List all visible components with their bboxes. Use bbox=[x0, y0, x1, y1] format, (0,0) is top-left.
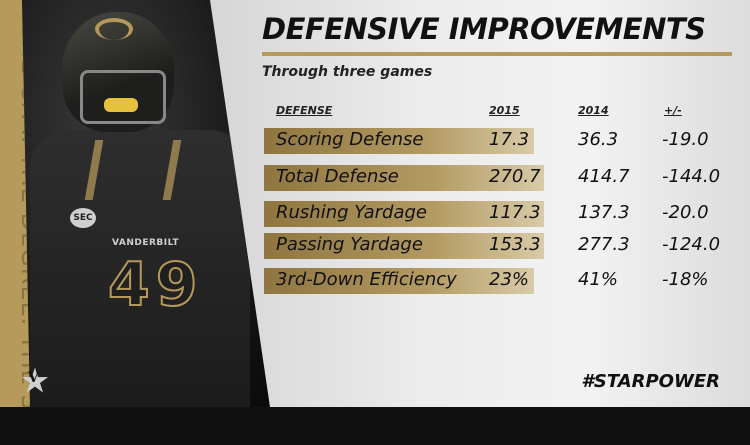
table-row: 3rd-Down Efficiency 23% 41% -18% bbox=[264, 266, 734, 294]
row-bar bbox=[264, 233, 544, 259]
row-2014: 414.7 bbox=[578, 166, 630, 187]
row-bar bbox=[264, 128, 534, 154]
row-bar bbox=[264, 165, 544, 191]
table-row: Scoring Defense 17.3 36.3 -19.0 bbox=[264, 126, 734, 154]
row-diff: -20.0 bbox=[662, 202, 709, 223]
mouthguard bbox=[104, 98, 138, 112]
row-diff: -18% bbox=[662, 269, 709, 290]
jersey-wordmark: VANDERBILT bbox=[112, 238, 179, 248]
col-header-2014: 2014 bbox=[578, 104, 609, 117]
row-bar bbox=[264, 201, 544, 227]
jersey-number: 49 bbox=[107, 249, 204, 321]
table-row: Passing Yardage 153.3 277.3 -124.0 bbox=[264, 231, 734, 259]
row-label: Total Defense bbox=[276, 166, 399, 187]
row-label: Scoring Defense bbox=[276, 129, 424, 150]
sec-badge: SEC bbox=[70, 208, 96, 228]
v-logo-icon: V bbox=[28, 370, 39, 386]
facemask bbox=[80, 70, 166, 124]
row-diff: -19.0 bbox=[662, 129, 709, 150]
hashtag: #STARPOWER bbox=[581, 371, 720, 392]
star-logo-icon: ★ bbox=[21, 364, 49, 399]
row-2015: 17.3 bbox=[489, 129, 530, 150]
row-diff: -124.0 bbox=[662, 234, 721, 255]
table-row: Total Defense 270.7 414.7 -144.0 bbox=[264, 163, 734, 191]
player-jersey bbox=[30, 130, 250, 407]
row-2015: 117.3 bbox=[489, 202, 541, 223]
row-2014: 36.3 bbox=[578, 129, 619, 150]
table-row: Rushing Yardage 117.3 137.3 -20.0 bbox=[264, 199, 734, 227]
row-2015: 23% bbox=[489, 269, 530, 290]
col-header-defense: DEFENSE bbox=[276, 104, 333, 117]
page-subtitle: Through three games bbox=[262, 64, 433, 80]
col-header-diff: +/- bbox=[664, 104, 682, 117]
row-label: Rushing Yardage bbox=[276, 202, 427, 223]
row-2014: 41% bbox=[578, 269, 619, 290]
col-header-2015: 2015 bbox=[489, 104, 520, 117]
jersey-stripe bbox=[84, 140, 182, 200]
row-bar bbox=[264, 268, 534, 294]
row-2015: 153.3 bbox=[489, 234, 541, 255]
row-2014: 277.3 bbox=[578, 234, 630, 255]
row-label: Passing Yardage bbox=[276, 234, 423, 255]
helmet-logo bbox=[95, 18, 133, 40]
row-2014: 137.3 bbox=[578, 202, 630, 223]
row-2015: 270.7 bbox=[489, 166, 541, 187]
row-label: 3rd-Down Efficiency bbox=[276, 269, 457, 290]
page-title: DEFENSIVE IMPROVEMENTS bbox=[262, 12, 706, 46]
row-diff: -144.0 bbox=[662, 166, 721, 187]
title-divider bbox=[262, 52, 732, 56]
